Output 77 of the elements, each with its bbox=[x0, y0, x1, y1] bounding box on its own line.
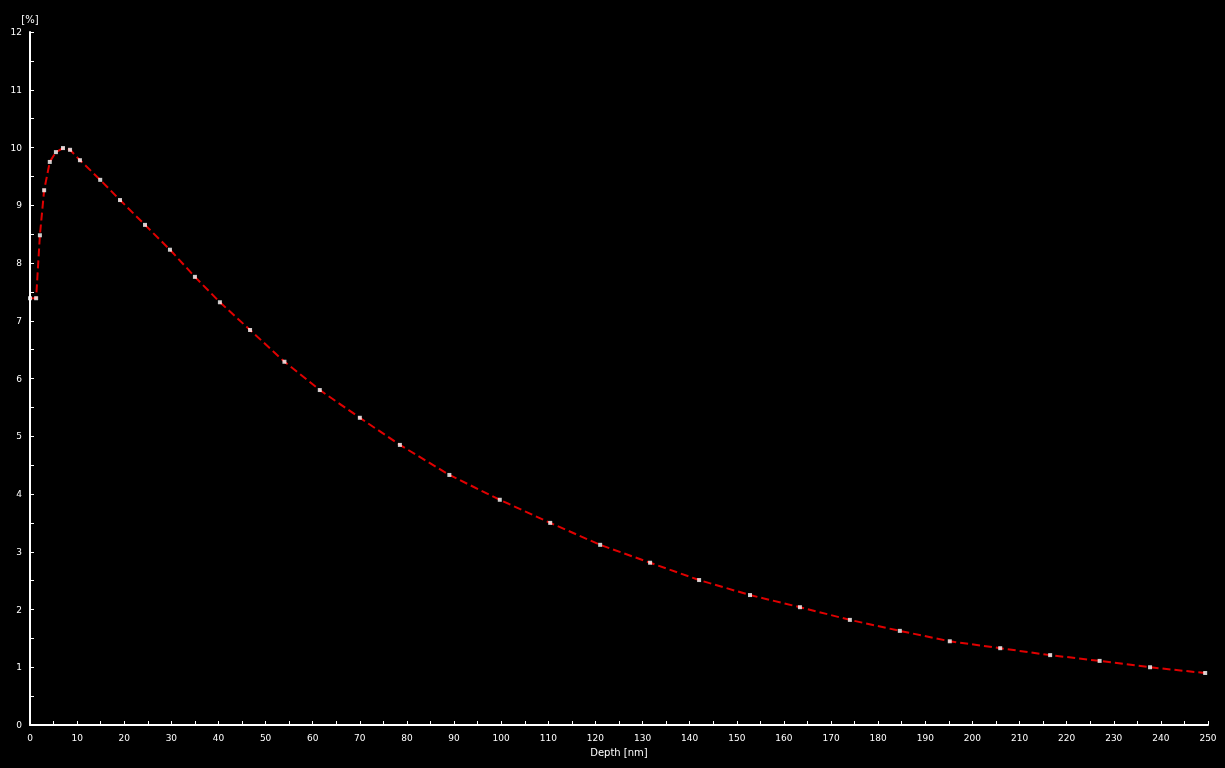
x-tick-label: 140 bbox=[681, 732, 699, 743]
x-tick-label: 200 bbox=[963, 732, 982, 743]
x-tick-label: 220 bbox=[1058, 732, 1076, 743]
point bbox=[77, 158, 82, 163]
x-tick-label: 130 bbox=[633, 732, 652, 743]
point bbox=[248, 327, 253, 332]
x-tick-label: 160 bbox=[775, 732, 793, 743]
point bbox=[797, 605, 802, 610]
point bbox=[192, 274, 197, 279]
point bbox=[897, 628, 902, 633]
x-tick-label: 50 bbox=[259, 732, 272, 743]
x-tick-label: 250 bbox=[1199, 732, 1217, 743]
point bbox=[282, 359, 287, 364]
point bbox=[167, 247, 172, 252]
x-tick-label: 70 bbox=[354, 732, 366, 743]
point bbox=[648, 560, 653, 565]
point bbox=[548, 520, 553, 525]
x-tick-label: 40 bbox=[212, 732, 225, 743]
x-tick-label: 80 bbox=[401, 732, 413, 743]
x-tick-label: 110 bbox=[539, 732, 558, 743]
point bbox=[53, 150, 58, 155]
y-tick-label: 11 bbox=[10, 84, 22, 95]
y-tick-label: 8 bbox=[16, 258, 23, 268]
x-tick-label: 60 bbox=[306, 732, 319, 743]
x-tick-label: 210 bbox=[1010, 732, 1029, 743]
point bbox=[998, 646, 1003, 651]
point bbox=[747, 593, 752, 598]
point bbox=[42, 188, 47, 193]
x-tick-label: 170 bbox=[822, 732, 840, 743]
point bbox=[397, 442, 402, 447]
point bbox=[697, 578, 702, 583]
y-tick-label: 9 bbox=[16, 200, 23, 211]
y-tick-label: 5 bbox=[16, 431, 22, 442]
point bbox=[98, 177, 103, 182]
point bbox=[1203, 671, 1208, 676]
point bbox=[142, 222, 147, 227]
point bbox=[217, 300, 222, 305]
x-tick-label: 150 bbox=[728, 732, 746, 743]
point bbox=[317, 388, 322, 393]
point bbox=[34, 296, 39, 301]
y-axis-title: [%] bbox=[21, 13, 39, 25]
x-tick-label: 230 bbox=[1105, 732, 1123, 743]
x-tick-label: 30 bbox=[165, 732, 178, 743]
point bbox=[37, 233, 42, 238]
x-axis-title: Depth [nm] bbox=[590, 746, 648, 758]
y-tick-label: 1 bbox=[16, 662, 22, 673]
y-tick-label: 0 bbox=[16, 720, 23, 730]
y-tick-label: 4 bbox=[16, 489, 23, 499]
x-tick-label: 180 bbox=[869, 732, 888, 743]
x-tick-label: 10 bbox=[71, 732, 84, 743]
x-tick-label: 120 bbox=[586, 732, 605, 743]
x-tick-label: 90 bbox=[448, 732, 461, 743]
x-tick-label: 100 bbox=[492, 732, 511, 743]
y-tick-label: 7 bbox=[16, 315, 22, 326]
x-tick-label: 240 bbox=[1152, 732, 1170, 743]
x-tick-label: 190 bbox=[916, 732, 935, 743]
y-tick-label: 2 bbox=[16, 604, 22, 615]
x-tick-label: 0 bbox=[27, 732, 34, 743]
y-tick-label: 3 bbox=[16, 546, 22, 557]
point bbox=[947, 639, 952, 644]
point bbox=[118, 198, 122, 203]
point bbox=[1097, 658, 1102, 663]
point bbox=[28, 296, 32, 301]
point bbox=[447, 472, 452, 477]
point bbox=[1048, 653, 1053, 658]
point bbox=[60, 146, 65, 151]
point bbox=[598, 542, 603, 547]
y-tick-label: 6 bbox=[16, 373, 23, 384]
point bbox=[47, 159, 52, 164]
point bbox=[1148, 665, 1153, 670]
point bbox=[68, 147, 73, 152]
y-tick-label: 10 bbox=[10, 142, 23, 153]
point bbox=[847, 617, 852, 622]
point bbox=[497, 497, 502, 502]
x-tick-label: 20 bbox=[118, 732, 131, 743]
point bbox=[357, 415, 362, 420]
y-tick-label: 12 bbox=[10, 27, 22, 37]
